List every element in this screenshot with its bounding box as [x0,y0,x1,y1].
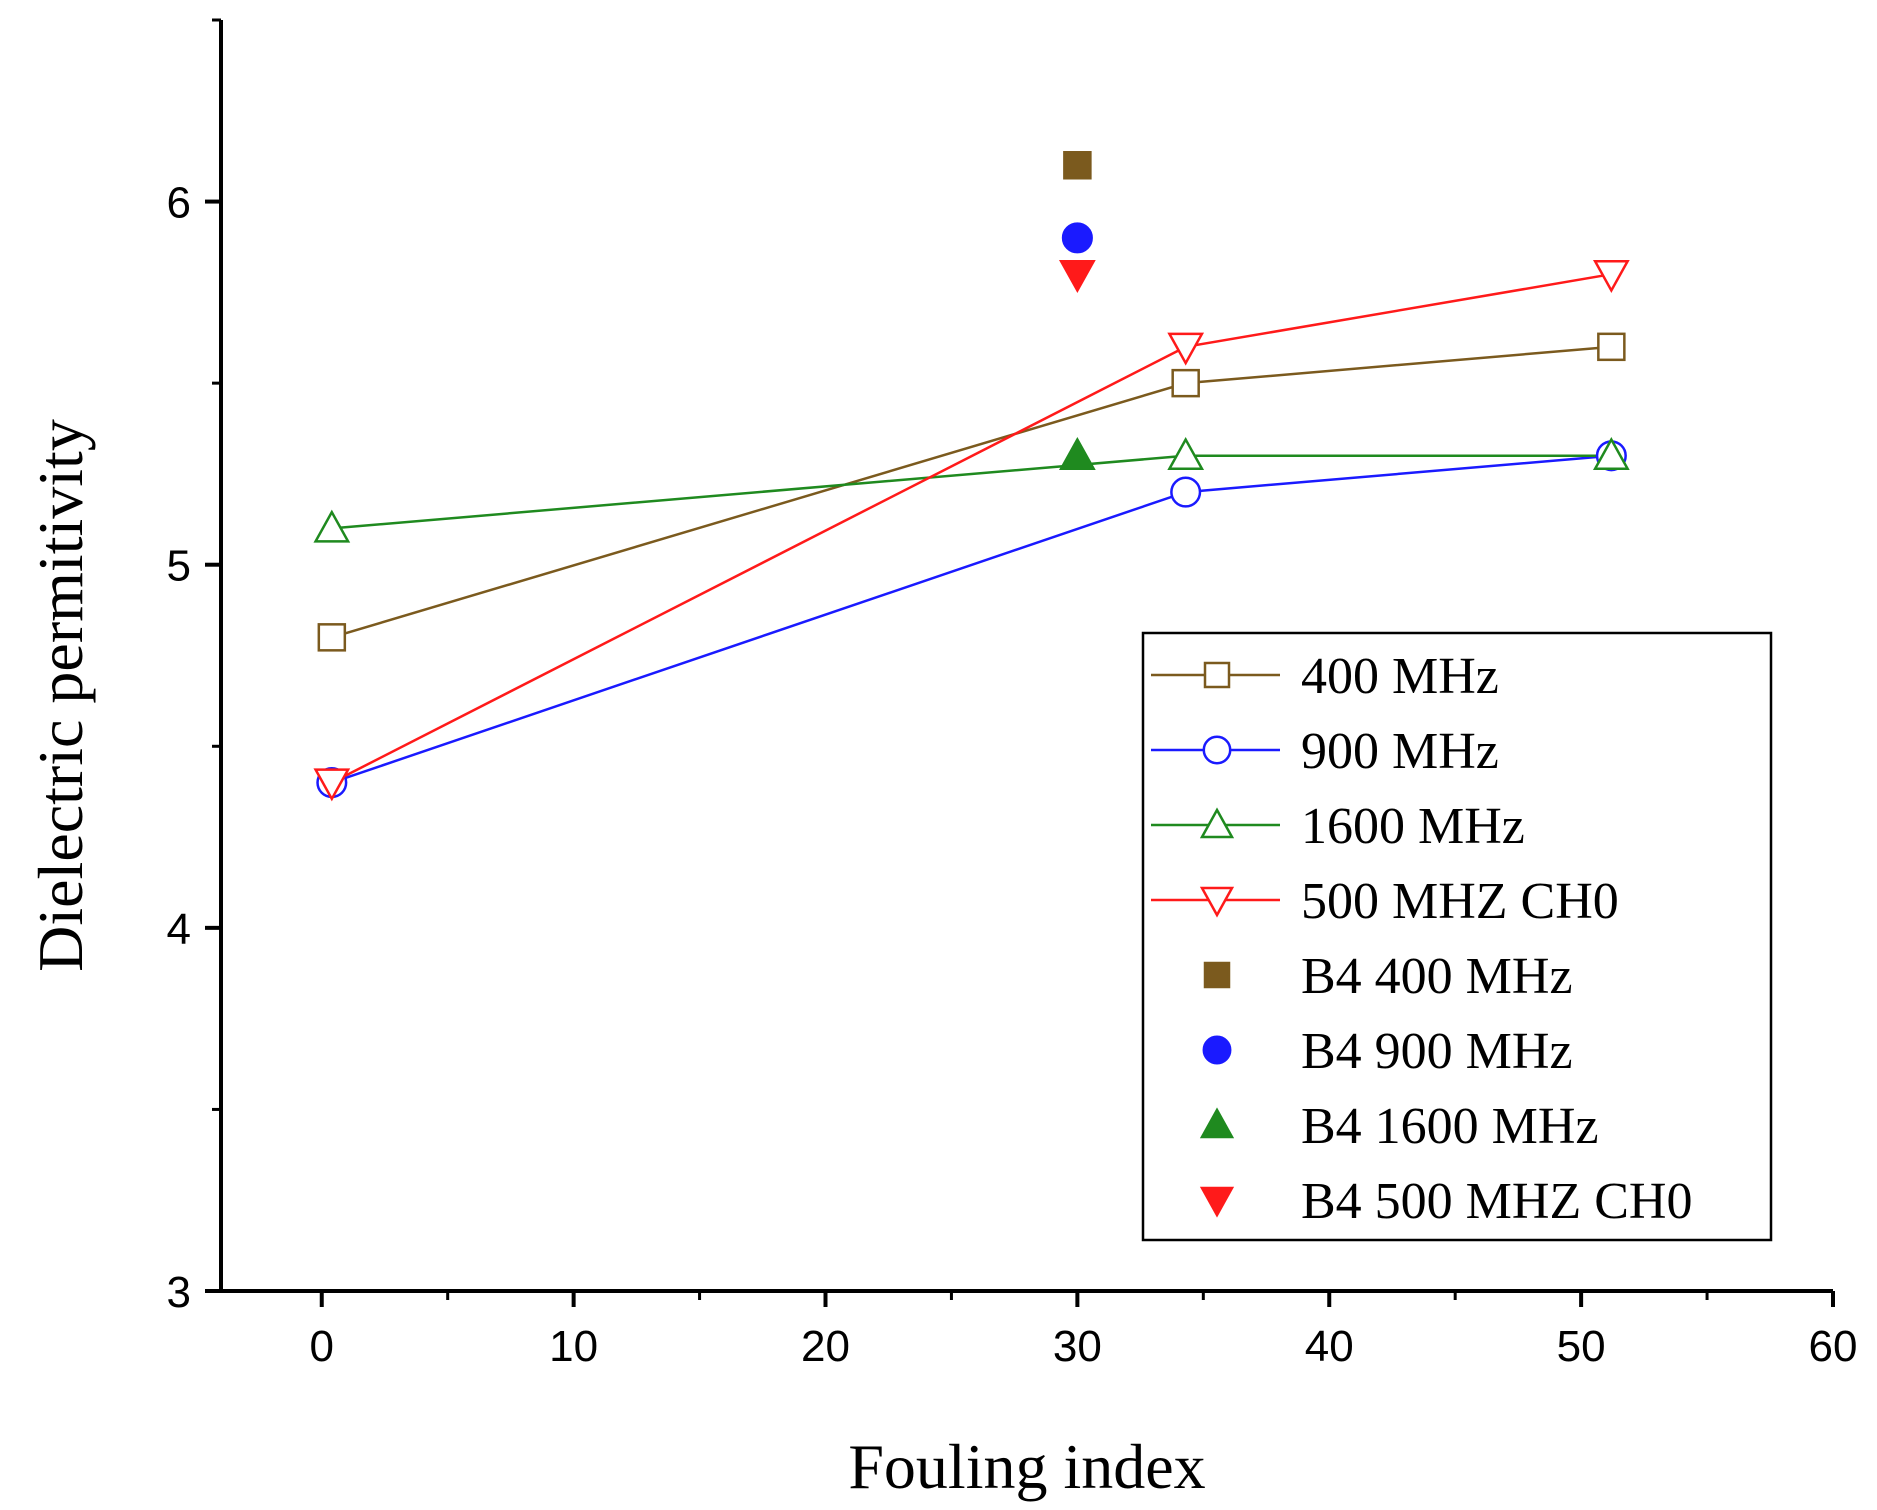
legend-marker [1202,1035,1232,1065]
legend-marker [1199,807,1235,839]
ticks: 0 10 20 30 40 50 60 3 4 5 6 [167,18,1858,1371]
legend-item-b4-900-mhz: B4 900 MHz [1202,1023,1573,1080]
legend-marker [1199,886,1235,918]
legend-item-400-mhz: 400 MHz [1151,648,1499,705]
legend-marker [1203,661,1231,689]
data-point-1600-mhz [1167,436,1205,471]
y-tick-label: 4 [167,905,191,954]
y-tick-label: 5 [167,542,191,591]
axes [219,20,1833,1293]
x-tick-label: 20 [801,1322,850,1371]
legend-marker [1202,735,1232,765]
legend-label: B4 500 MHZ CH0 [1301,1173,1692,1230]
data-point-900-mhz [1170,476,1202,508]
data-point-1600-mhz [1592,436,1630,471]
x-tick-label: 10 [549,1322,598,1371]
series-markers [313,151,1630,802]
legend-label: 900 MHz [1301,723,1499,780]
legend-item-b4-1600-mhz: B4 1600 MHz [1199,1098,1599,1155]
x-tick-label: 60 [1809,1322,1858,1371]
data-point-1600-mhz [313,509,351,543]
data-point-b4-400-mhz [1063,151,1092,180]
x-axis-title: Fouling index [848,1431,1205,1502]
legend-marker [1203,961,1231,989]
data-point-400-mhz [317,623,347,652]
legend-box [1141,631,1773,1242]
data-point-b4-1600-mhz [1059,436,1096,471]
series-line-1600-mhz [331,454,1612,530]
legend-item-b4-500-mhz-ch0: B4 500 MHZ CH0 [1199,1173,1692,1230]
legend-label: B4 1600 MHz [1301,1098,1599,1155]
x-tick-label: 50 [1557,1322,1606,1371]
legend-item-b4-400-mhz: B4 400 MHz [1203,948,1573,1005]
data-point-500-mhz-ch0 [1592,259,1630,294]
data-point-b4-900-mhz [1061,222,1093,254]
x-tick-label: 0 [310,1322,334,1371]
x-tick-label: 30 [1053,1322,1102,1371]
x-tick-label: 40 [1305,1322,1354,1371]
data-point-500-mhz-ch0 [1167,332,1205,366]
legend-label: B4 900 MHz [1301,1023,1573,1080]
y-tick-label: 3 [167,1268,191,1317]
series-line-400-mhz [331,345,1612,639]
legend-item-500-mhz-ch0: 500 MHZ CH0 [1151,873,1619,930]
legend-marker [1199,1107,1235,1139]
data-point-400-mhz [1171,368,1200,398]
legend-item-900-mhz: 900 MHz [1151,723,1499,780]
legend-label: 500 MHZ CH0 [1301,873,1619,930]
y-tick-label: 6 [167,179,191,228]
data-point-b4-500-mhz-ch0 [1059,259,1096,294]
legend-marker [1199,1186,1235,1218]
legend: 400 MHz 900 MHz 1600 MHz 500 MHZ CH0 B4 400 … [1141,631,1773,1242]
legend-label: 400 MHz [1301,648,1499,705]
legend-item-1600-mhz: 1600 MHz [1151,798,1525,855]
legend-label: B4 400 MHz [1301,948,1573,1005]
y-axis-title: Dielectric permitivity [25,419,96,972]
data-point-400-mhz [1597,332,1626,362]
data-point-500-mhz-ch0 [313,768,351,802]
legend-label: 1600 MHz [1301,798,1525,855]
